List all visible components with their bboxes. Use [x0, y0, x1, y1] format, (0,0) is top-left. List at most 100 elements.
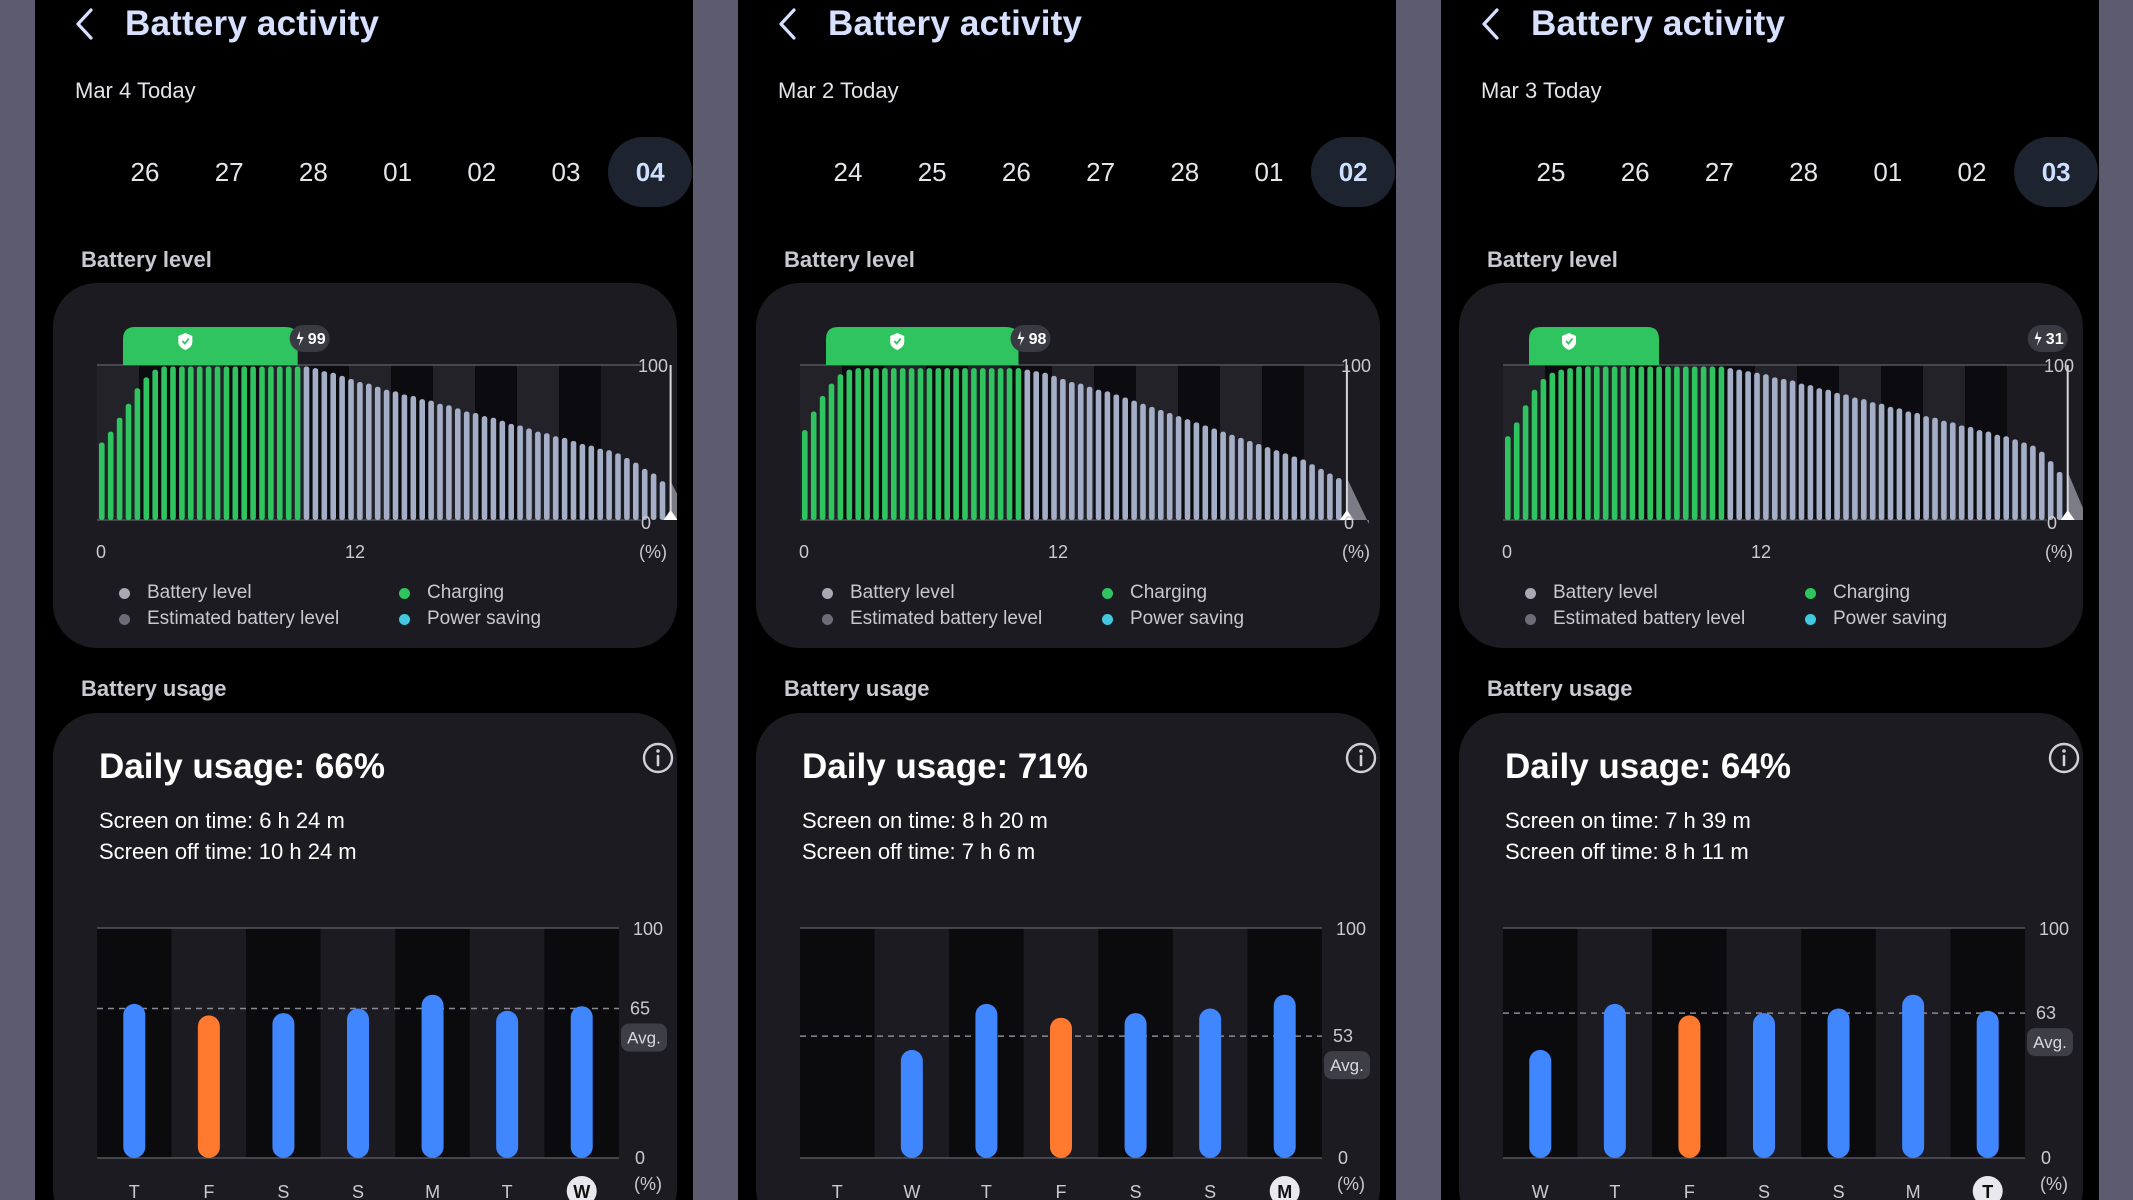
- x-axis-tick: S: [1833, 1182, 1845, 1200]
- day-option[interactable]: 02: [467, 156, 497, 187]
- battery-level-bar: [1905, 411, 1912, 520]
- legend-battery-level: Battery level: [822, 582, 955, 604]
- usage-bar: [1273, 994, 1296, 1158]
- battery-level-bar: [1291, 456, 1298, 520]
- x-axis-tick: 0: [1502, 542, 1512, 562]
- back-arrow-icon: [1482, 8, 1499, 40]
- battery-level-bar: [1923, 416, 1929, 520]
- day-option[interactable]: 01: [383, 156, 413, 187]
- day-option[interactable]: 01: [1873, 156, 1903, 187]
- charging-level-bar: [1558, 369, 1564, 520]
- day-option[interactable]: 02: [1311, 137, 1396, 207]
- day-option[interactable]: 27: [1086, 156, 1116, 187]
- header: Battery activity: [778, 0, 1082, 48]
- back-button[interactable]: [1481, 4, 1521, 44]
- x-axis-tick: 12: [345, 542, 365, 562]
- usage-bar: [123, 1003, 146, 1158]
- legend-dot: [1102, 613, 1113, 625]
- chart-background-column: [800, 928, 875, 1158]
- battery-level-bar: [401, 394, 408, 520]
- legend-dot: [1805, 613, 1816, 625]
- charging-level-bar: [1594, 366, 1600, 520]
- charge-badge-value: 99: [308, 331, 326, 348]
- battery-level-bar: [606, 450, 612, 520]
- battery-usage-card: Daily usage: 66% Screen on time: 6 h 24 …: [53, 713, 677, 1200]
- charging-level-bar: [926, 368, 933, 520]
- day-option[interactable]: 28: [298, 156, 328, 187]
- day-option[interactable]: 28: [1789, 156, 1819, 187]
- day-option[interactable]: 03: [551, 156, 581, 187]
- battery-level-bar: [517, 425, 523, 520]
- x-axis-tick: S: [1204, 1182, 1216, 1200]
- battery-level-bar: [1798, 383, 1805, 520]
- current-time-pointer: [663, 510, 677, 520]
- day-option[interactable]: 27: [1704, 156, 1734, 187]
- charging-level-bar: [1629, 366, 1636, 520]
- shield-check-icon: [893, 337, 902, 345]
- legend-dot: [119, 613, 130, 625]
- day-option[interactable]: 26: [130, 156, 160, 187]
- info-button[interactable]: [641, 741, 675, 780]
- header: Battery activity: [1481, 0, 1785, 48]
- day-option[interactable]: 25: [917, 156, 947, 187]
- legend-label: Battery level: [850, 582, 955, 603]
- day-option[interactable]: 01: [1254, 156, 1284, 187]
- legend-power-saving: Power saving: [1102, 608, 1244, 630]
- x-axis-tick: T: [832, 1182, 843, 1200]
- battery-usage-card: Daily usage: 64% Screen on time: 7 h 39 …: [1459, 713, 2083, 1200]
- battery-level-bar: [561, 437, 568, 520]
- battery-level-bar: [330, 372, 336, 520]
- battery-level-bar: [2030, 445, 2036, 520]
- daily-usage-value: Daily usage: 71%: [802, 747, 1088, 786]
- battery-level-bar: [1985, 431, 1992, 520]
- charging-level-bar: [1674, 366, 1680, 520]
- battery-level-bar: [1158, 409, 1164, 520]
- back-button[interactable]: [778, 4, 818, 44]
- day-option[interactable]: 24: [833, 156, 863, 187]
- selected-day-marker: [1269, 1176, 1300, 1200]
- legend-battery-level: Battery level: [119, 582, 252, 604]
- charging-level-bar: [277, 366, 283, 520]
- day-option[interactable]: 02: [1957, 156, 1987, 187]
- x-axis-tick: M: [425, 1182, 440, 1200]
- battery-level-bar: [1309, 464, 1315, 520]
- legend-power-saving: Power saving: [399, 608, 541, 630]
- legend-charging: Charging: [399, 582, 504, 604]
- usage-bar: [1902, 994, 1925, 1158]
- average-tag: [2027, 1028, 2073, 1057]
- day-option[interactable]: 27: [214, 156, 244, 187]
- day-option[interactable]: 25: [1536, 156, 1566, 187]
- y-axis-label-0: 0: [2041, 1148, 2051, 1168]
- battery-level-bar: [1976, 430, 1983, 520]
- info-button[interactable]: [2047, 741, 2081, 780]
- battery-level-bar: [410, 396, 417, 520]
- day-option[interactable]: 26: [1001, 156, 1031, 187]
- battery-level-bar: [2021, 442, 2027, 520]
- battery-level-bar: [1941, 420, 1947, 520]
- back-button[interactable]: [75, 4, 115, 44]
- battery-level-bar: [1264, 447, 1271, 520]
- battery-level-bar: [1869, 402, 1876, 520]
- x-axis-tick: S: [1758, 1182, 1770, 1200]
- battery-level-bar: [1122, 397, 1128, 520]
- battery-level-bar: [641, 468, 648, 520]
- battery-level-bar: [1887, 406, 1894, 520]
- charging-level-bar: [268, 366, 274, 520]
- x-axis-tick: M: [1906, 1182, 1921, 1200]
- screen-off-time: Screen off time: 8 h 11 m: [1505, 839, 1749, 864]
- battery-level-bar: [1024, 369, 1031, 520]
- legend-label: Estimated battery level: [850, 608, 1043, 629]
- day-option[interactable]: 28: [1170, 156, 1200, 187]
- charging-level-bar: [1718, 366, 1725, 520]
- info-button[interactable]: [1344, 741, 1378, 780]
- charging-level-bar: [214, 366, 221, 520]
- legend-label: Charging: [427, 582, 505, 603]
- x-axis-tick: F: [203, 1182, 214, 1200]
- selected-day-marker: [1972, 1176, 2003, 1200]
- day-option[interactable]: 26: [1620, 156, 1650, 187]
- day-option[interactable]: 03: [2014, 137, 2099, 207]
- day-option[interactable]: 04: [608, 137, 693, 207]
- battery-level-bar: [419, 399, 425, 520]
- charging-level-bar: [116, 417, 123, 520]
- battery-level-bar: [1950, 422, 1956, 520]
